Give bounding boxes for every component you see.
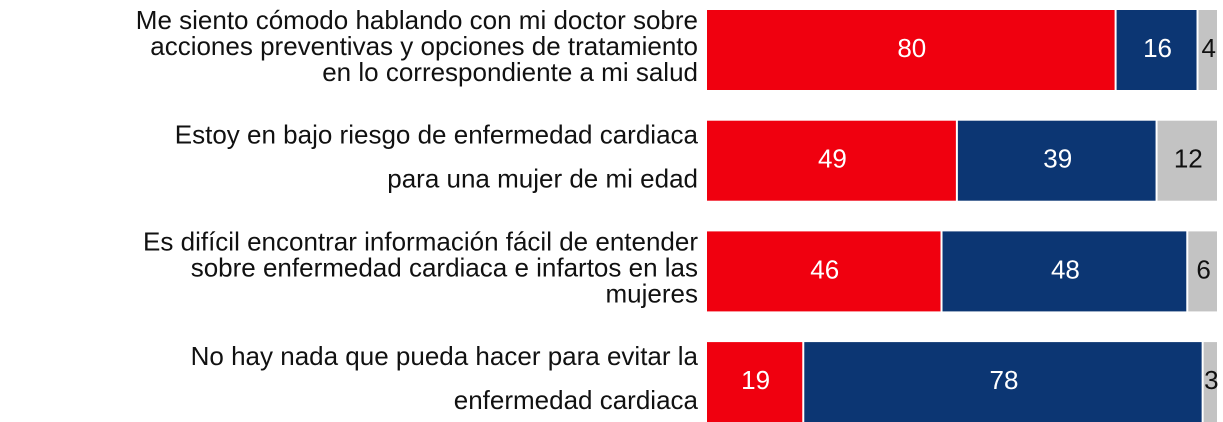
bar-segment bbox=[1188, 231, 1217, 312]
category-label: mujeres bbox=[606, 278, 698, 308]
category-label: Es difícil encontrar información fácil d… bbox=[143, 226, 698, 256]
value-label: 78 bbox=[989, 365, 1018, 395]
bar-segment bbox=[1157, 120, 1217, 201]
bar-segment bbox=[707, 10, 1115, 90]
category-label: sobre enfermedad cardiaca e infartos en … bbox=[191, 252, 698, 282]
category-label: acciones preventivas y opciones de trata… bbox=[150, 31, 698, 61]
value-label: 19 bbox=[741, 365, 770, 395]
value-label: 4 bbox=[1202, 33, 1216, 63]
value-label: 49 bbox=[818, 144, 847, 174]
value-label: 39 bbox=[1043, 144, 1072, 174]
value-label: 6 bbox=[1196, 254, 1210, 284]
bar-segment bbox=[707, 120, 956, 201]
category-label: No hay nada que pueda hacer para evitar … bbox=[191, 341, 699, 371]
bar-segment bbox=[1198, 10, 1217, 90]
bar-segment bbox=[942, 231, 1187, 312]
category-label: para una mujer de mi edad bbox=[387, 164, 698, 194]
category-label: Estoy en bajo riesgo de enfermedad cardi… bbox=[175, 120, 699, 150]
value-label: 80 bbox=[897, 33, 926, 63]
value-label: 3 bbox=[1204, 365, 1218, 395]
bar-segment bbox=[707, 342, 803, 422]
value-label: 12 bbox=[1174, 144, 1203, 174]
bar-segment bbox=[1116, 10, 1197, 90]
value-label: 46 bbox=[810, 254, 839, 284]
bar-segment bbox=[804, 342, 1202, 422]
category-label: en lo correspondiente a mi salud bbox=[322, 57, 698, 87]
value-label: 48 bbox=[1051, 254, 1080, 284]
bar-segment bbox=[957, 120, 1156, 201]
bar-segment bbox=[1203, 342, 1217, 422]
bar-segment bbox=[707, 231, 941, 312]
category-label: enfermedad cardiaca bbox=[454, 385, 699, 415]
value-label: 16 bbox=[1143, 33, 1172, 63]
category-label: Me siento cómodo hablando con mi doctor … bbox=[136, 5, 698, 35]
